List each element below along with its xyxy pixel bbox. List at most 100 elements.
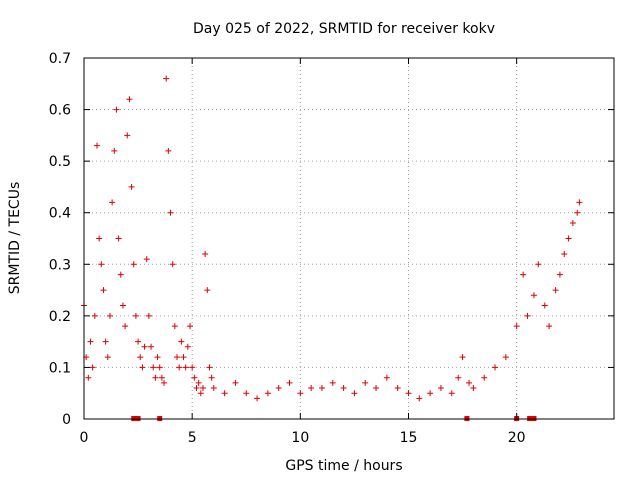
data-point <box>161 379 168 386</box>
data-point <box>106 312 113 319</box>
data-point <box>524 312 531 319</box>
data-point <box>459 354 466 361</box>
x-tick-label: 20 <box>508 430 526 446</box>
data-point <box>156 364 163 371</box>
data-point <box>275 385 282 392</box>
data-point <box>561 250 568 257</box>
data-point <box>89 364 96 371</box>
data-point <box>297 390 304 397</box>
data-point <box>264 390 271 397</box>
data-point <box>91 312 98 319</box>
data-point <box>167 209 174 216</box>
data-point <box>117 271 124 278</box>
data-point <box>85 374 92 381</box>
y-tick-label: 0.3 <box>49 257 71 273</box>
data-point <box>137 354 144 361</box>
data-point <box>574 209 581 216</box>
data-point <box>481 374 488 381</box>
data-point <box>130 261 137 268</box>
x-axis-label: GPS time / hours <box>285 458 402 474</box>
data-point <box>565 235 572 242</box>
data-point <box>221 390 228 397</box>
data-point <box>576 199 583 206</box>
data-point <box>93 142 100 149</box>
data-point <box>113 106 120 113</box>
data-point <box>569 220 576 227</box>
data-point <box>87 338 94 345</box>
data-point <box>199 385 206 392</box>
data-point <box>143 256 150 263</box>
data-point <box>286 379 293 386</box>
data-point <box>102 338 109 345</box>
data-point <box>139 364 146 371</box>
data-point <box>254 395 261 402</box>
data-point <box>502 354 509 361</box>
data-point <box>362 379 369 386</box>
x-tick-label: 15 <box>400 430 418 446</box>
y-axis-label: SRMTID / TECUs <box>7 182 23 295</box>
data-point <box>184 343 191 350</box>
data-point <box>210 385 217 392</box>
data-point <box>189 364 196 371</box>
data-point <box>206 364 213 371</box>
data-point <box>470 385 477 392</box>
data-point <box>169 261 176 268</box>
data-point <box>394 385 401 392</box>
data-point <box>174 354 181 361</box>
x-tick-label: 5 <box>188 430 197 446</box>
grid-layer <box>84 58 614 419</box>
data-point <box>176 364 183 371</box>
data-point <box>535 261 542 268</box>
data-point <box>329 379 336 386</box>
data-point <box>208 374 215 381</box>
data-point <box>530 292 537 299</box>
data-point <box>154 354 161 361</box>
data-point <box>427 390 434 397</box>
data-point <box>119 302 126 309</box>
data-point <box>148 343 155 350</box>
data-point <box>193 385 200 392</box>
data-point <box>171 323 178 330</box>
data-point <box>191 374 198 381</box>
data-point <box>513 323 520 330</box>
data-point <box>135 338 142 345</box>
data-point <box>111 147 118 154</box>
data-point <box>180 354 187 361</box>
data-point <box>158 374 165 381</box>
data-point <box>243 390 250 397</box>
data-point <box>187 323 193 330</box>
y-tick-label: 0.2 <box>49 309 71 325</box>
data-point <box>204 287 211 294</box>
data-point <box>340 385 347 392</box>
y-tick-label: 0 <box>62 412 71 428</box>
data-point <box>152 374 159 381</box>
data-point <box>202 250 209 257</box>
data-point <box>124 132 131 139</box>
data-point <box>520 271 527 278</box>
data-point <box>492 364 499 371</box>
data-point <box>195 379 202 386</box>
data-point <box>552 287 559 294</box>
data-point <box>96 235 103 242</box>
data-point <box>98 261 105 268</box>
data-point <box>405 390 412 397</box>
y-tick-label: 0.7 <box>49 51 71 67</box>
data-point <box>197 390 204 397</box>
data-point <box>351 390 358 397</box>
data-point <box>383 374 390 381</box>
data-point <box>128 183 135 190</box>
data-point <box>318 385 325 392</box>
data-point <box>178 338 185 345</box>
data-point <box>163 75 170 82</box>
data-point <box>165 147 172 154</box>
data-point <box>182 364 189 371</box>
data-point <box>141 343 148 350</box>
plot-frame <box>83 57 615 420</box>
data-point <box>232 379 239 386</box>
chart-title: Day 025 of 2022, SRMTID for receiver kok… <box>193 21 495 37</box>
data-point <box>115 235 122 242</box>
data-point <box>109 199 116 206</box>
points-layer <box>81 75 583 402</box>
data-point <box>541 302 548 309</box>
